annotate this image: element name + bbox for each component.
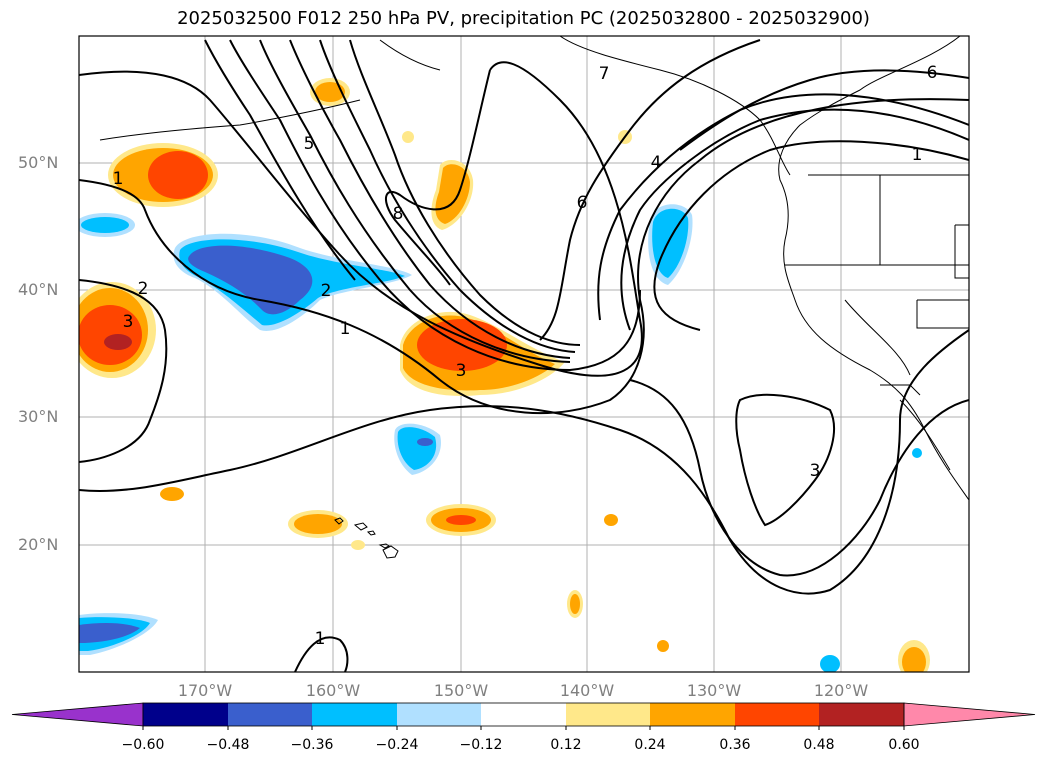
- contour-label: 8: [393, 204, 404, 224]
- contour-label: 2: [321, 281, 332, 301]
- lon-label: 130°W: [686, 681, 742, 700]
- lon-label: 170°W: [177, 681, 233, 700]
- colorbar-tick-label: 0.12: [550, 737, 582, 753]
- contour-label: 6: [577, 193, 588, 213]
- map-title: 2025032500 F012 250 hPa PV, precipitatio…: [177, 8, 870, 29]
- contour-label: 7: [599, 64, 610, 84]
- colorbar-tick-label: 0.48: [803, 737, 835, 753]
- colorbar-segment: [650, 703, 735, 726]
- colorbar-segment: [228, 703, 312, 726]
- lat-label: 40°N: [18, 280, 59, 299]
- pv-contours: [79, 39, 969, 672]
- colorbar-tick-label: 0.60: [888, 737, 920, 753]
- colorbar-segment: [481, 703, 566, 726]
- contour-label: 3: [123, 312, 134, 332]
- lat-label: 30°N: [18, 407, 59, 426]
- colorbar-tick-label: 0.24: [634, 737, 666, 753]
- colorbar-tick-label: −0.60: [121, 737, 165, 753]
- contour-label: 3: [456, 361, 467, 381]
- contour-label: 5: [304, 134, 315, 154]
- contour-labels: 1 2 3 4 5 6 7 8 6 1 1 2 3 3 1: [113, 63, 938, 649]
- colorbar-tick-label: −0.48: [206, 737, 250, 753]
- colorbar-extend-high: [903, 702, 1036, 727]
- contour-label: 6: [927, 63, 938, 83]
- contour-label: 1: [315, 629, 326, 649]
- lon-label: 120°W: [813, 681, 869, 700]
- negative-precip-anomalies: [79, 204, 922, 672]
- lon-label: 140°W: [559, 681, 615, 700]
- colorbar-segment: [566, 703, 650, 726]
- contour-label: 1: [340, 319, 351, 339]
- colorbar-tick-label: −0.24: [375, 737, 419, 753]
- colorbar: [11, 702, 1036, 730]
- colorbar-tick-label: −0.36: [290, 737, 334, 753]
- colorbar-segment: [397, 703, 481, 726]
- contour-label: 4: [651, 153, 662, 173]
- colorbar-segment: [819, 703, 904, 726]
- colorbar-extend-low: [11, 702, 144, 727]
- contour-label: 1: [113, 169, 124, 189]
- colorbar-tick-label: −0.12: [459, 737, 503, 753]
- map-frame: [78, 35, 970, 673]
- lat-label: 20°N: [18, 535, 59, 554]
- hawaii-islands: [334, 517, 399, 559]
- colorbar-outline: [142, 702, 905, 727]
- contour-label: 1: [912, 145, 923, 165]
- lon-label: 150°W: [433, 681, 489, 700]
- colorbar-tick-label: 0.36: [719, 737, 751, 753]
- contour-label: 3: [810, 461, 821, 481]
- colorbar-segment: [735, 703, 819, 726]
- colorbar-segment: [312, 703, 397, 726]
- contour-label: 2: [138, 279, 149, 299]
- colorbar-segment: [143, 703, 228, 726]
- lat-label: 50°N: [18, 153, 59, 172]
- lon-label: 160°W: [305, 681, 361, 700]
- coastlines: [99, 36, 969, 501]
